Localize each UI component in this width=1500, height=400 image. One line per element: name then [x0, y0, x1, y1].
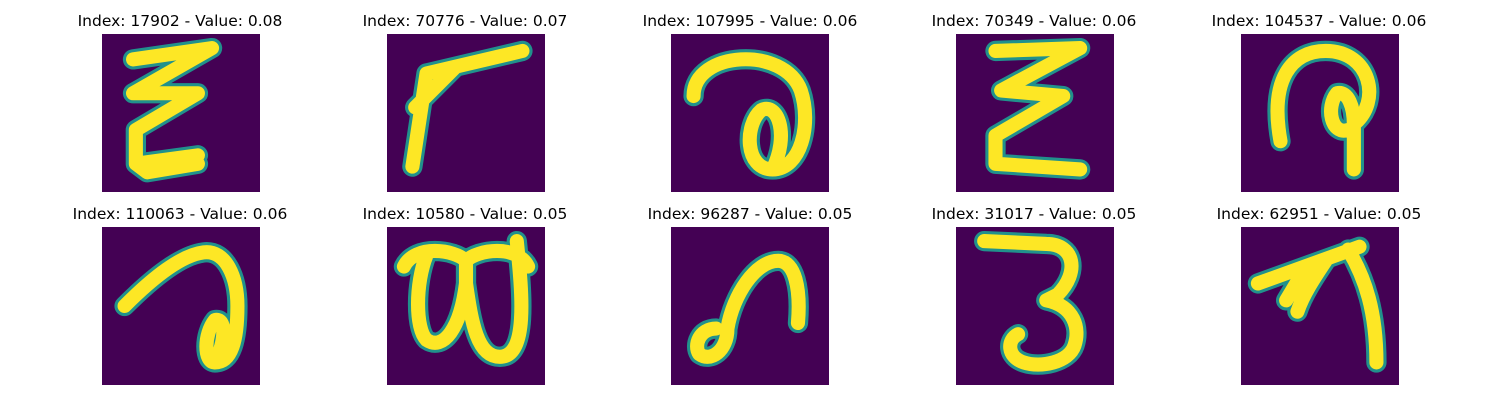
glyph-stroke: [686, 52, 813, 177]
panel-title-4: Index: 70349 - Value: 0.06: [931, 12, 1137, 30]
panel-title-5: Index: 104537 - Value: 0.06: [1211, 12, 1427, 30]
glyph-stroke: [1270, 43, 1377, 177]
glyph-stroke: [117, 245, 245, 370]
glyph-stroke: [405, 43, 530, 174]
digit-image-6: [102, 227, 260, 385]
digit-image-5: [1241, 34, 1399, 192]
digit-image-10: [1241, 227, 1399, 385]
glyph-stroke: [690, 253, 806, 364]
panel-title-9: Index: 31017 - Value: 0.05: [931, 205, 1137, 223]
panel-title-1: Index: 17902 - Value: 0.08: [77, 12, 283, 30]
panel-title-10: Index: 62951 - Value: 0.05: [1216, 205, 1422, 223]
digit-image-2: [387, 34, 545, 192]
panel-title-6: Index: 110063 - Value: 0.06: [72, 205, 288, 223]
panel-title-7: Index: 10580 - Value: 0.05: [362, 205, 568, 223]
digit-image-9: [956, 227, 1114, 385]
glyph-stroke: [125, 41, 220, 180]
panel-title-8: Index: 96287 - Value: 0.05: [647, 205, 853, 223]
digit-image-1: [102, 34, 260, 192]
digit-image-8: [671, 227, 829, 385]
glyph-stroke: [1250, 239, 1384, 370]
glyph-stroke: [977, 234, 1084, 372]
digit-image-7: [387, 227, 545, 385]
panel-title-2: Index: 70776 - Value: 0.07: [362, 12, 568, 30]
glyph-stroke: [988, 41, 1088, 177]
digit-image-4: [956, 34, 1114, 192]
panel-title-3: Index: 107995 - Value: 0.06: [642, 12, 858, 30]
glyph-stroke: [396, 234, 536, 364]
digit-image-3: [671, 34, 829, 192]
